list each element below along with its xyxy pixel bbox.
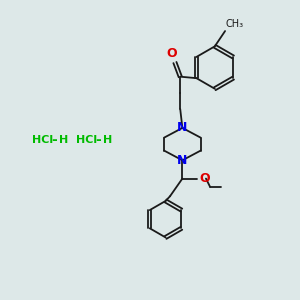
Text: CH₃: CH₃ — [226, 19, 244, 29]
Text: O: O — [167, 47, 177, 60]
Text: H: H — [58, 135, 68, 145]
Text: HCl: HCl — [32, 135, 53, 145]
Text: HCl: HCl — [76, 135, 97, 145]
Text: -: - — [51, 133, 57, 147]
Text: H: H — [103, 135, 112, 145]
Text: -: - — [96, 133, 101, 147]
Text: N: N — [177, 154, 188, 167]
Text: O: O — [199, 172, 210, 185]
Text: N: N — [177, 122, 188, 134]
